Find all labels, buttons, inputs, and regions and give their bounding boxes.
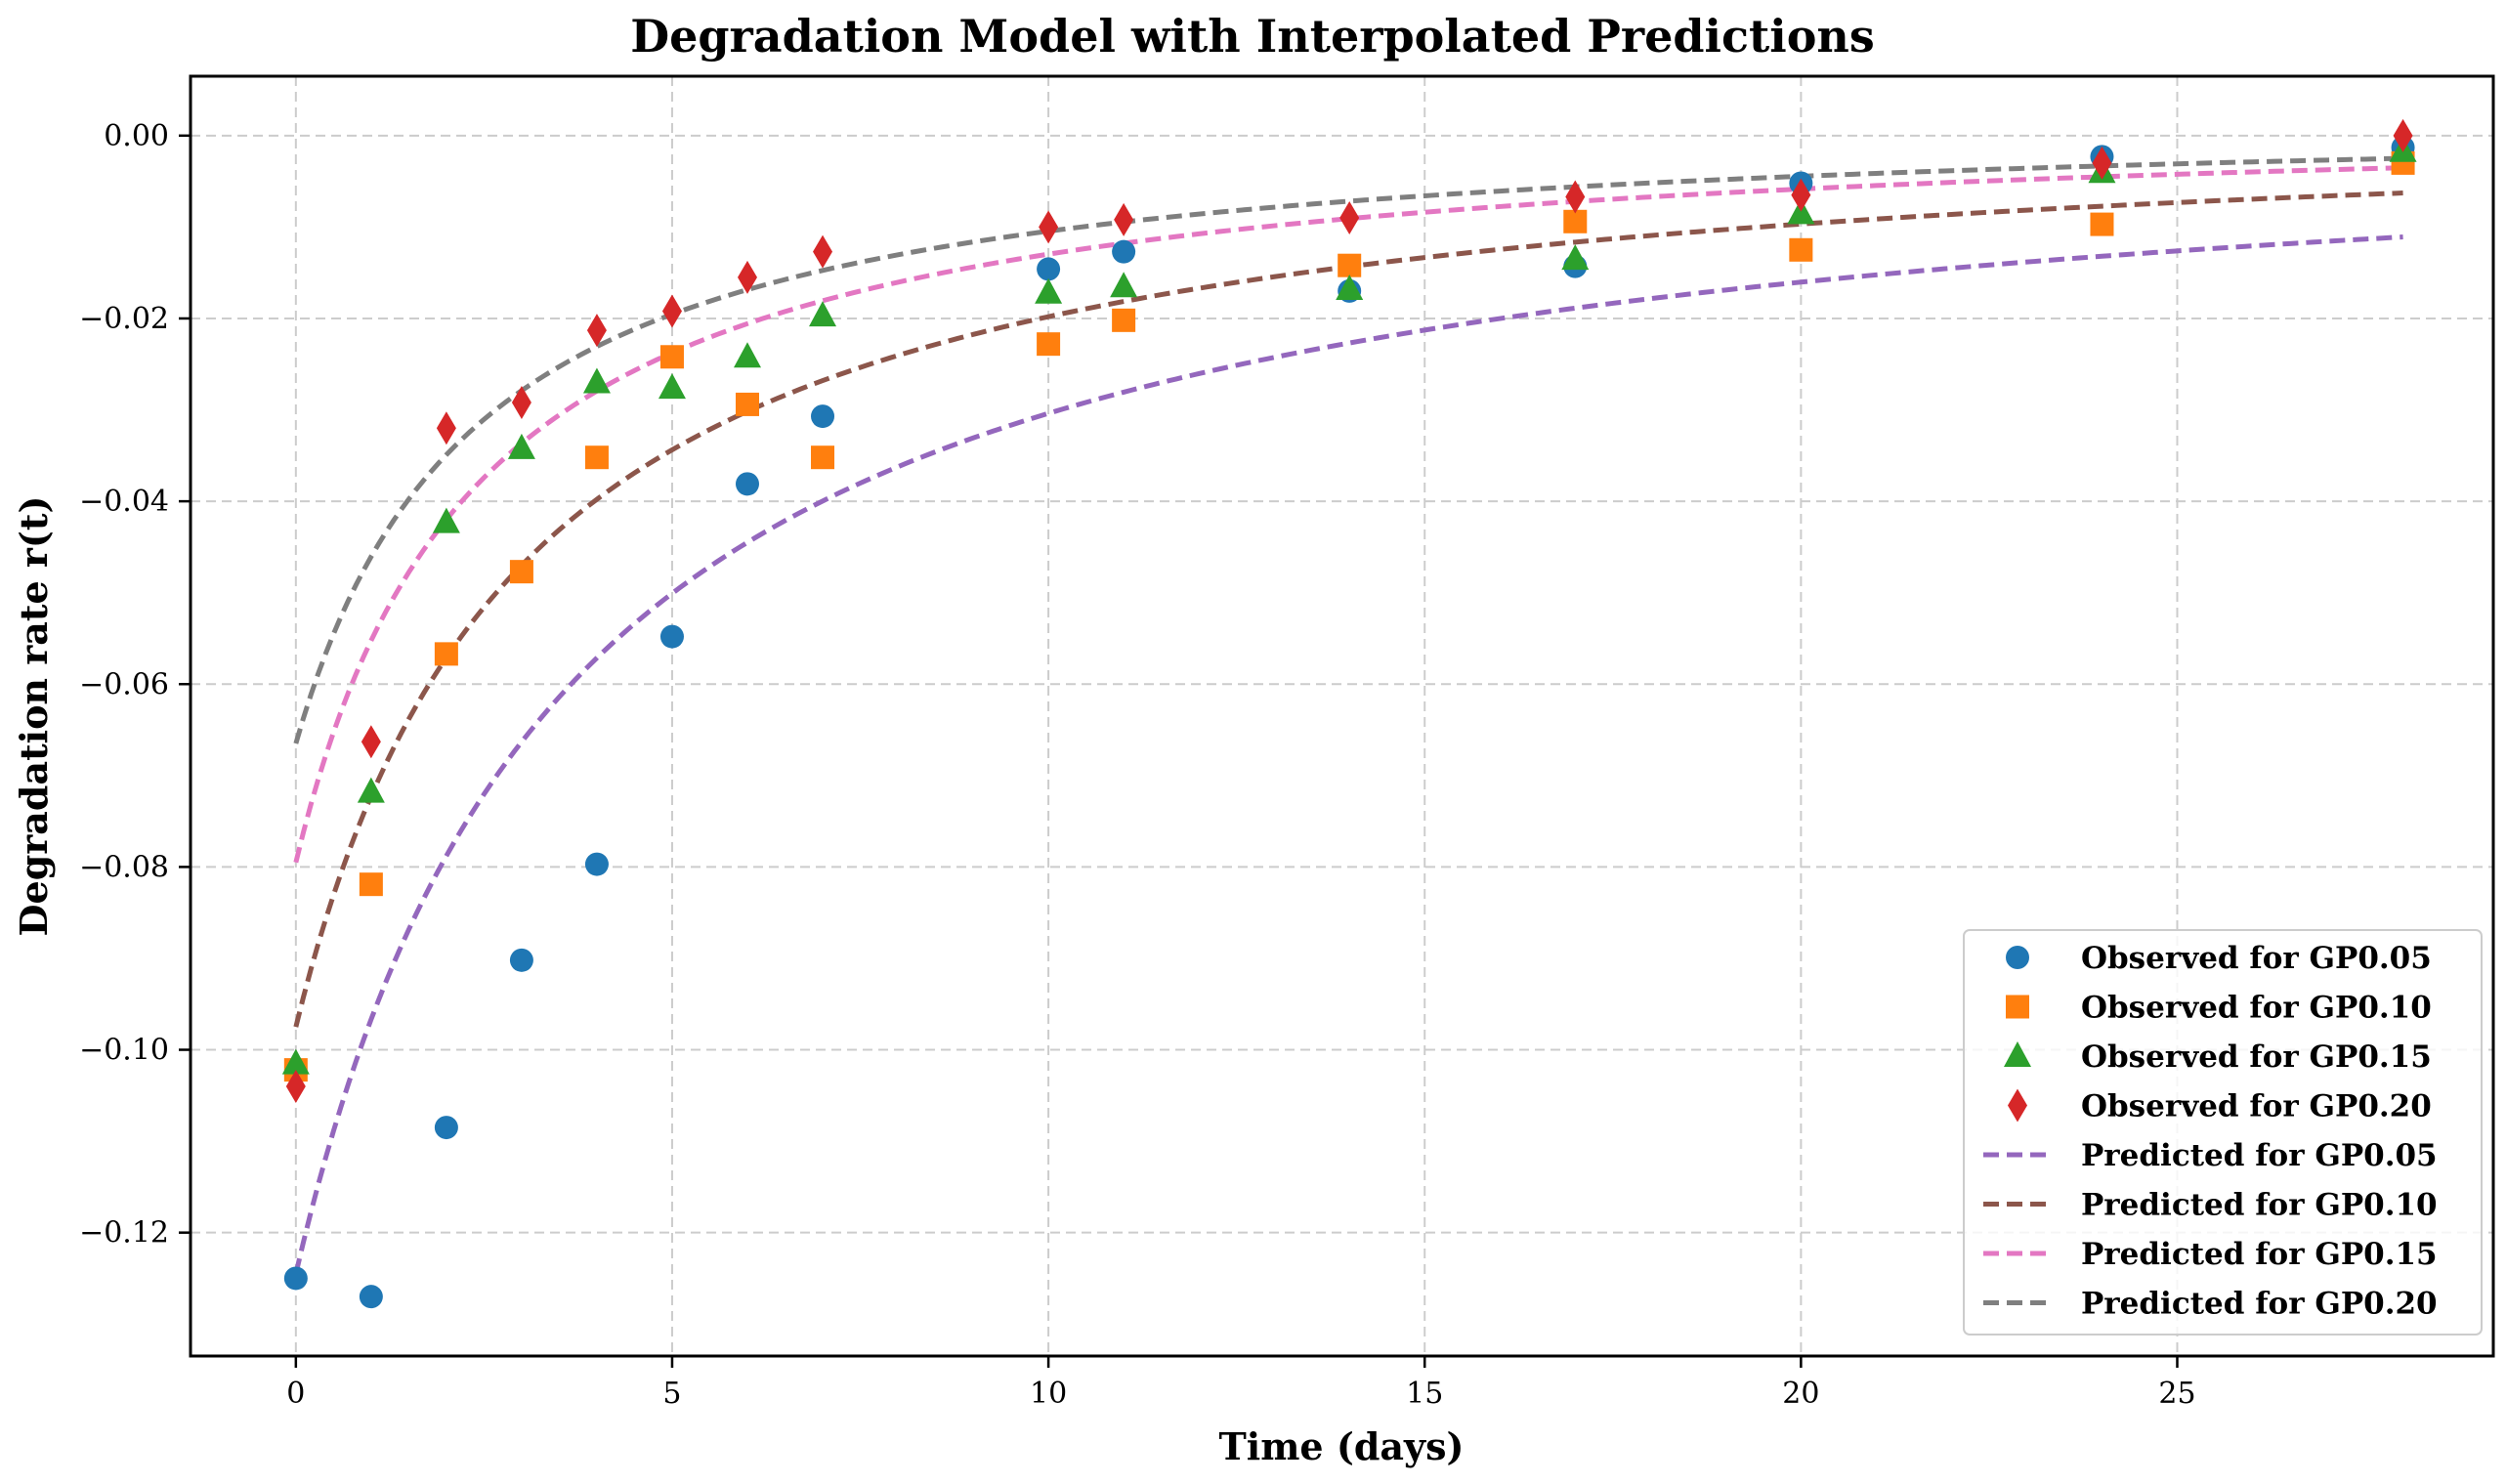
predicted-line-0.05 [293, 234, 2403, 1275]
data-point [285, 1069, 306, 1103]
legend-entry: Observed for GP0.10 [2006, 991, 2432, 1026]
data-point [2092, 146, 2112, 180]
data-point [735, 392, 759, 416]
legend-label: Predicted for GP0.10 [2081, 1188, 2438, 1223]
legend-marker [2008, 1088, 2027, 1123]
data-point [1561, 244, 1590, 271]
data-point [509, 560, 533, 584]
data-point [1112, 239, 1136, 264]
legend: Observed for GP0.05 Observed for GP0.10 Ob… [1963, 929, 2483, 1336]
data-point [1035, 277, 1063, 304]
y-tick-label: −0.10 [79, 1034, 169, 1068]
y-tick-label: −0.06 [79, 667, 169, 701]
data-point [434, 1116, 458, 1140]
legend-entry: Predicted for GP0.10 [1983, 1188, 2438, 1223]
legend-label: Observed for GP0.15 [2081, 1039, 2432, 1075]
data-point [737, 260, 757, 294]
data-point [1789, 237, 1813, 262]
legend-label: Observed for GP0.20 [2081, 1089, 2432, 1124]
data-point [1563, 209, 1588, 233]
data-point [658, 373, 686, 400]
series-0.20 [285, 118, 2413, 1103]
x-tick-label: 15 [1406, 1377, 1443, 1411]
legend-marker [2004, 1041, 2031, 1067]
data-point [586, 314, 607, 348]
y-tick-label: 0.00 [104, 119, 169, 153]
y-axis-label: Degradation rate r(t) [12, 496, 56, 937]
data-point [811, 404, 835, 429]
data-point [584, 852, 609, 876]
data-point [813, 234, 833, 269]
x-tick-label: 5 [662, 1377, 681, 1411]
predicted-line-0.20 [293, 155, 2403, 744]
data-point [733, 342, 761, 368]
legend-box [1963, 929, 2483, 1336]
data-point [434, 642, 458, 666]
x-tick-label: 0 [286, 1377, 305, 1411]
data-point [283, 1266, 308, 1291]
data-point [1791, 178, 1811, 212]
legend-marker [2006, 946, 2029, 969]
chart-title: Degradation Model with Interpolated Pred… [630, 10, 1875, 63]
data-point [507, 433, 535, 459]
data-point [1114, 202, 1134, 236]
data-point [1338, 253, 1362, 277]
x-tick-label: 20 [1782, 1377, 1819, 1411]
predicted-line-0.15 [293, 165, 2403, 864]
y-tick-label: −0.08 [79, 850, 169, 884]
data-point [436, 411, 456, 445]
data-point [659, 624, 684, 649]
data-point [1039, 210, 1059, 244]
legend-label: Predicted for GP0.20 [2081, 1287, 2438, 1322]
legend-label: Predicted for GP0.05 [2081, 1138, 2438, 1173]
data-point [735, 472, 759, 496]
data-point [357, 777, 385, 803]
data-point [661, 294, 682, 328]
legend-label: Observed for GP0.05 [2081, 941, 2432, 976]
data-point [509, 948, 533, 972]
data-point [281, 1048, 310, 1075]
legend-marker [2006, 995, 2029, 1019]
x-axis-label: Time (days) [1219, 1424, 1465, 1468]
data-point [1037, 332, 1061, 357]
data-point [584, 445, 609, 470]
data-point [359, 1285, 383, 1309]
legend-label: Predicted for GP0.15 [2081, 1237, 2438, 1272]
y-tick-label: −0.02 [79, 302, 169, 336]
data-point [2393, 118, 2413, 152]
legend-entry: Observed for GP0.15 [2004, 1039, 2432, 1075]
legend-entry: Observed for GP0.20 [2008, 1088, 2432, 1124]
legend-entry: Predicted for GP0.05 [1983, 1138, 2438, 1173]
data-point [1339, 201, 1360, 235]
data-point [809, 301, 837, 327]
data-point [1565, 180, 1586, 214]
x-tick-label: 25 [2158, 1377, 2195, 1411]
data-point [811, 445, 835, 470]
data-point [1112, 308, 1136, 332]
legend-entry: Predicted for GP0.15 [1983, 1237, 2438, 1272]
data-point [2090, 212, 2114, 236]
plot-frame [189, 74, 2495, 1358]
legend-label: Observed for GP0.10 [2081, 991, 2432, 1026]
data-point [511, 386, 531, 420]
data-point [659, 345, 684, 369]
data-point [1037, 257, 1061, 281]
data-point [1110, 272, 1138, 298]
legend-entry: Observed for GP0.05 [2006, 941, 2432, 976]
data-point [582, 367, 611, 394]
y-tick-label: −0.12 [79, 1216, 169, 1251]
x-tick-label: 10 [1030, 1377, 1067, 1411]
legend-entry: Predicted for GP0.20 [1983, 1287, 2438, 1322]
data-point [1336, 275, 1364, 301]
data-point [359, 872, 383, 897]
data-point [361, 725, 381, 759]
data-point [432, 507, 460, 533]
y-tick-label: −0.04 [79, 485, 169, 519]
axis-ticks: 0 5 10 15 20 25 0.00 −0.02 −0.04 −0.06 −0.08 −0.10 −… [79, 119, 2196, 1411]
observed-points [281, 118, 2417, 1309]
